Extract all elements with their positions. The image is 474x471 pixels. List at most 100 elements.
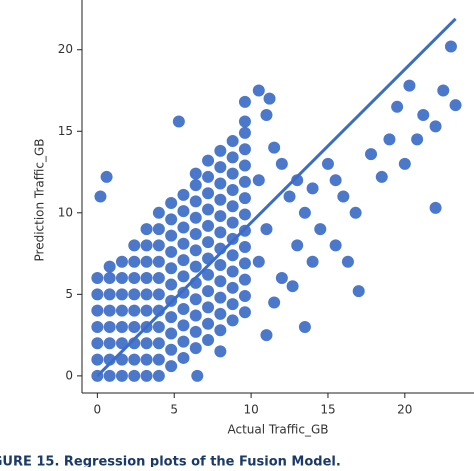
y-tick-label: 15: [58, 124, 73, 138]
point: [165, 262, 178, 275]
point: [437, 84, 450, 97]
x-tick-label: 0: [94, 403, 102, 417]
point: [214, 345, 227, 358]
point: [128, 255, 141, 268]
point: [172, 115, 185, 128]
point: [283, 190, 296, 203]
point: [214, 177, 227, 190]
point: [349, 206, 362, 219]
point: [165, 213, 178, 226]
point: [202, 154, 215, 167]
point: [298, 206, 311, 219]
point: [260, 108, 273, 121]
point: [140, 369, 153, 382]
point: [177, 254, 190, 267]
point: [140, 223, 153, 236]
point: [177, 286, 190, 299]
point: [238, 241, 251, 254]
point: [263, 92, 276, 105]
point: [329, 174, 342, 187]
point: [226, 216, 239, 229]
point: [128, 288, 141, 301]
point: [214, 226, 227, 239]
point: [152, 288, 165, 301]
point: [375, 170, 388, 183]
point: [314, 223, 327, 236]
y-axis-label: Prediction Traffic_GB: [33, 138, 47, 261]
point: [444, 40, 457, 53]
point: [214, 275, 227, 288]
point: [365, 148, 378, 161]
point: [429, 120, 442, 133]
point: [202, 187, 215, 200]
point: [226, 281, 239, 294]
point: [202, 203, 215, 216]
point: [189, 195, 202, 208]
point: [152, 353, 165, 366]
point: [252, 84, 265, 97]
point: [202, 236, 215, 249]
point: [226, 183, 239, 196]
point: [226, 135, 239, 148]
point: [115, 304, 128, 317]
point: [260, 223, 273, 236]
point: [191, 369, 204, 382]
point: [429, 201, 442, 214]
point: [214, 144, 227, 157]
y-tick-label: 10: [58, 205, 73, 219]
point: [177, 351, 190, 364]
point: [238, 273, 251, 286]
point: [91, 337, 104, 350]
point: [165, 360, 178, 373]
point: [391, 100, 404, 113]
point: [238, 126, 251, 139]
point: [341, 255, 354, 268]
point: [226, 249, 239, 262]
point: [238, 95, 251, 108]
x-axis-label: Actual Traffic_GB: [228, 423, 329, 437]
point: [238, 306, 251, 319]
point: [226, 200, 239, 213]
point: [189, 260, 202, 273]
point: [128, 353, 141, 366]
point: [140, 288, 153, 301]
point: [417, 108, 430, 121]
point: [165, 229, 178, 242]
point: [128, 304, 141, 317]
point: [214, 161, 227, 174]
point: [352, 285, 365, 298]
point: [115, 320, 128, 333]
point: [202, 301, 215, 314]
point: [238, 257, 251, 270]
point: [140, 255, 153, 268]
point: [115, 288, 128, 301]
point: [214, 324, 227, 337]
point: [91, 304, 104, 317]
point: [152, 223, 165, 236]
point: [226, 167, 239, 180]
point: [202, 170, 215, 183]
point: [214, 291, 227, 304]
point: [128, 272, 141, 285]
point: [189, 228, 202, 241]
point: [177, 303, 190, 316]
point: [252, 255, 265, 268]
point: [189, 309, 202, 322]
point: [202, 219, 215, 232]
caption: FIGURE 15. Regression plots of the Fusio…: [0, 455, 341, 468]
point: [238, 192, 251, 205]
point: [115, 369, 128, 382]
point: [94, 190, 107, 203]
point: [286, 280, 299, 293]
point: [177, 335, 190, 348]
point: [275, 157, 288, 170]
y-tick-label: 5: [65, 287, 73, 301]
point: [238, 175, 251, 188]
point: [91, 353, 104, 366]
point: [152, 337, 165, 350]
point: [252, 174, 265, 187]
point: [202, 285, 215, 298]
point: [189, 211, 202, 224]
y-tick-label: 0: [65, 368, 73, 382]
